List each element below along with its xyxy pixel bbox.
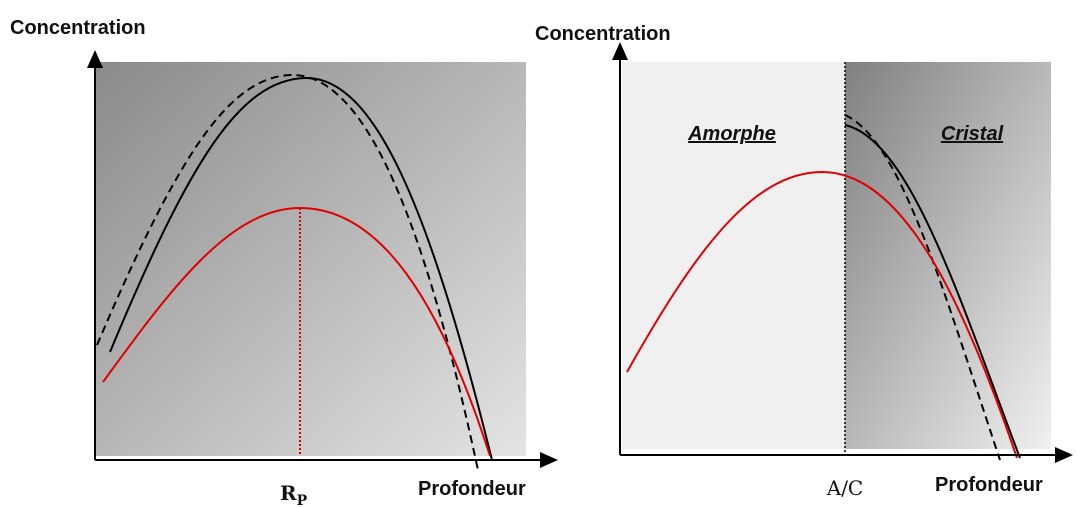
region-label: Cristal <box>941 123 1004 145</box>
red-curve <box>626 170 1018 459</box>
marker-main: R <box>280 481 297 505</box>
solid-curve <box>844 124 1021 459</box>
region-label: Amorphe <box>687 123 776 145</box>
left-panel: Concentration RP Profondeur <box>10 17 558 507</box>
amorphous-region <box>622 62 845 449</box>
dashed-curve <box>96 73 479 471</box>
marker: A/C <box>826 476 863 500</box>
background <box>96 62 526 456</box>
marker-sub: P <box>297 493 308 507</box>
y-label: Concentration <box>535 23 671 45</box>
solid-curve <box>109 76 493 461</box>
dashed-curve <box>844 114 1001 461</box>
x-label: Profondeur <box>935 474 1043 496</box>
x-label: Profondeur <box>418 478 526 500</box>
crystal-region <box>845 62 1051 449</box>
marker: RP <box>280 481 308 507</box>
right-panel: Concentration Amorphe Cristal A/C Profon… <box>535 23 1073 500</box>
y-label: Concentration <box>10 17 146 39</box>
